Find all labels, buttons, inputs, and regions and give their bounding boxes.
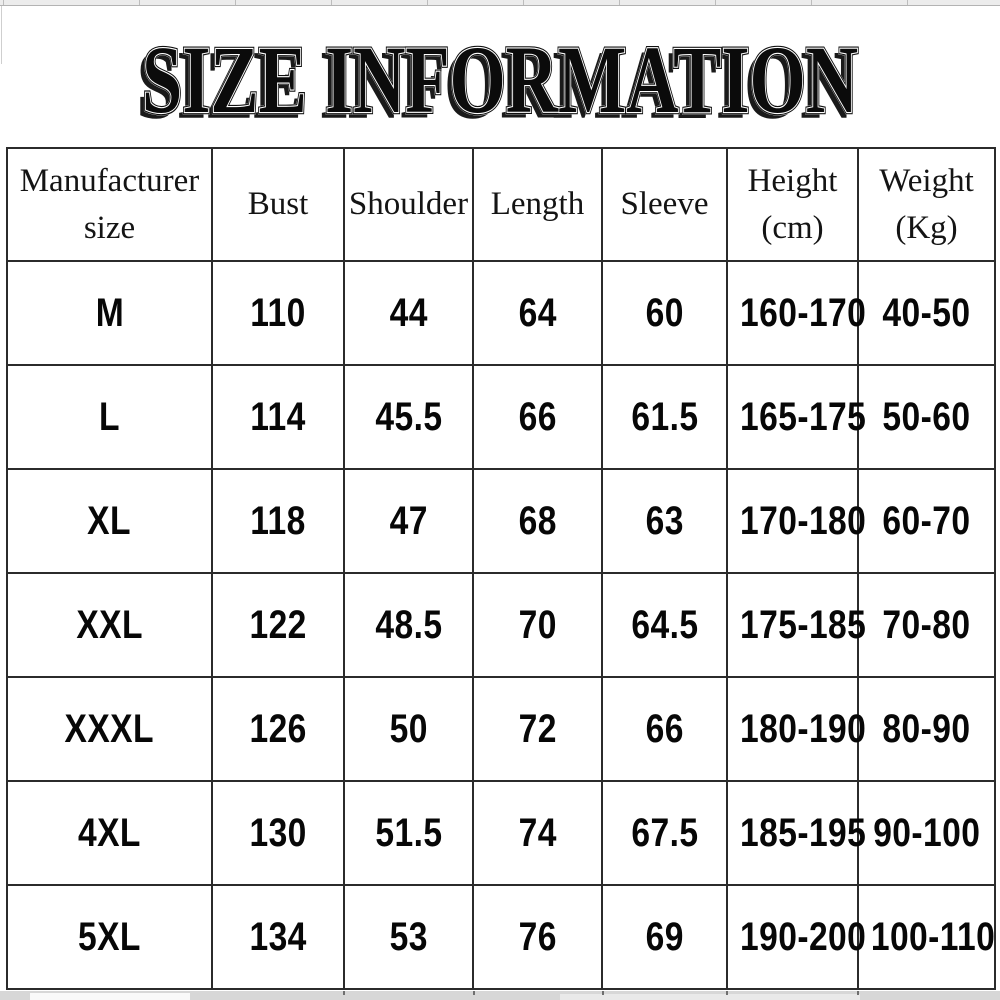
cell-sleeve: 64.5 (601, 572, 728, 678)
size-table: Manufacturer size Bust Shoulder Length S… (6, 147, 996, 990)
cutoff-row-strip (0, 991, 1000, 1000)
spreadsheet-gridline-top (0, 0, 1000, 6)
cell-sleeve: 66 (601, 676, 728, 782)
cell-size: L (6, 364, 213, 470)
cell-size: XXL (6, 572, 213, 678)
cell-weight: 90-100 (857, 780, 996, 886)
header-weight-kg: Weight (Kg) (857, 147, 996, 262)
cell-length: 68 (472, 468, 603, 574)
cell-sleeve: 67.5 (601, 780, 728, 886)
spreadsheet-gridline-left (1, 6, 2, 64)
size-row-4xl: 4XL 130 51.5 74 67.5 185-195 90-100 (6, 780, 996, 886)
cell-height: 180-190 (726, 676, 866, 782)
cell-height: 160-170 (726, 260, 866, 366)
cell-length: 70 (472, 572, 603, 678)
cell-height: 170-180 (726, 468, 866, 574)
cell-shoulder: 50 (343, 676, 474, 782)
cell-size: XL (6, 468, 213, 574)
header-sleeve: Sleeve (601, 147, 728, 262)
column-gridline-stub (473, 991, 475, 995)
cell-shoulder: 53 (343, 884, 474, 990)
header-label: Sleeve (620, 186, 709, 223)
cell-bust: 114 (211, 364, 345, 470)
cell-bust: 110 (211, 260, 345, 366)
cell-height: 190-200 (726, 884, 866, 990)
size-row-5xl: 5XL 134 53 76 69 190-200 100-110 (6, 884, 996, 990)
header-label: Shoulder (348, 186, 469, 223)
header-label: Height (cm) (747, 162, 838, 246)
cell-bust: 134 (211, 884, 345, 990)
column-gridline-stub (602, 991, 604, 995)
cell-weight: 100-110 (857, 884, 996, 990)
page-title-outline-layer: SIZE INFORMATION (142, 28, 858, 132)
cell-shoulder: 47 (343, 468, 474, 574)
cell-weight: 40-50 (857, 260, 996, 366)
header-shoulder: Shoulder (343, 147, 474, 262)
cell-height: 185-195 (726, 780, 866, 886)
cell-shoulder: 48.5 (343, 572, 474, 678)
cell-sleeve: 69 (601, 884, 728, 990)
cell-length: 74 (472, 780, 603, 886)
cell-length: 72 (472, 676, 603, 782)
page-title-gap-layer: SIZE INFORMATION (142, 28, 858, 132)
cell-shoulder: 45.5 (343, 364, 474, 470)
header-height-cm: Height (cm) (726, 147, 859, 262)
column-gridline-stub (343, 991, 345, 995)
cell-weight: 80-90 (857, 676, 996, 782)
cell-weight: 50-60 (857, 364, 996, 470)
cell-size: M (6, 260, 213, 366)
page-title-text: SIZE INFORMATION (142, 28, 858, 132)
cell-weight: 70-80 (857, 572, 996, 678)
header-row: Manufacturer size Bust Shoulder Length S… (6, 147, 996, 262)
size-row-xl: XL 118 47 68 63 170-180 60-70 (6, 468, 996, 574)
cell-weight: 60-70 (857, 468, 996, 574)
header-label: Weight (Kg) (879, 162, 974, 246)
size-row-xxl: XXL 122 48.5 70 64.5 175-185 70-80 (6, 572, 996, 678)
page-title: SIZE INFORMATION SIZE INFORMATION SIZE I… (0, 28, 1000, 132)
cell-shoulder: 44 (343, 260, 474, 366)
header-label: Length (490, 186, 585, 223)
cutoff-row-highlight (560, 994, 860, 1000)
header-label: Manufacturer size (19, 162, 200, 246)
cell-height: 175-185 (726, 572, 866, 678)
cell-shoulder: 51.5 (343, 780, 474, 886)
cell-length: 66 (472, 364, 603, 470)
column-gridline-stub (726, 991, 728, 995)
cutoff-row-highlight (30, 993, 190, 1000)
cell-bust: 130 (211, 780, 345, 886)
page-title-shadow-layer: SIZE INFORMATION (137, 31, 853, 132)
cell-bust: 126 (211, 676, 345, 782)
size-row-m: M 110 44 64 60 160-170 40-50 (6, 260, 996, 366)
size-row-xxxl: XXXL 126 50 72 66 180-190 80-90 (6, 676, 996, 782)
column-gridline-stub (857, 991, 859, 995)
cell-sleeve: 61.5 (601, 364, 728, 470)
cell-sleeve: 63 (601, 468, 728, 574)
cell-size: 5XL (6, 884, 213, 990)
cell-length: 64 (472, 260, 603, 366)
header-length: Length (472, 147, 603, 262)
size-row-l: L 114 45.5 66 61.5 165-175 50-60 (6, 364, 996, 470)
header-manufacturer-size: Manufacturer size (6, 147, 213, 262)
cell-length: 76 (472, 884, 603, 990)
cell-bust: 122 (211, 572, 345, 678)
cell-height: 165-175 (726, 364, 866, 470)
cell-size: 4XL (6, 780, 213, 886)
header-label: Bust (247, 186, 309, 223)
cell-bust: 118 (211, 468, 345, 574)
header-bust: Bust (211, 147, 345, 262)
cell-size: XXXL (6, 676, 213, 782)
cell-sleeve: 60 (601, 260, 728, 366)
